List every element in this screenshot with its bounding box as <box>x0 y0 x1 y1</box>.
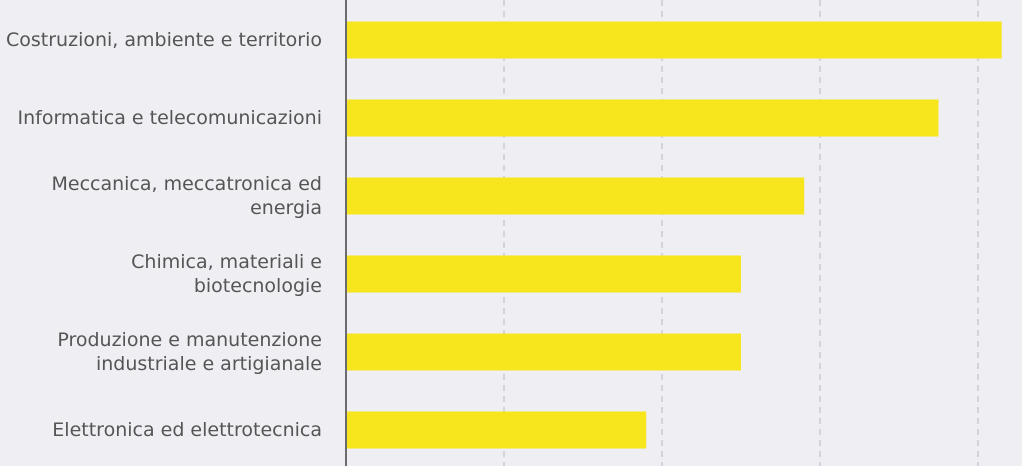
y-tick-label: Costruzioni, ambiente e territorio <box>6 29 322 51</box>
y-tick-label: Elettronica ed elettrotecnica <box>52 419 322 441</box>
bar <box>346 255 741 293</box>
bar <box>346 333 741 371</box>
y-tick-label: Informatica e telecomunicazioni <box>17 107 322 129</box>
y-tick-label: Produzione e manutenzione industriale e … <box>57 329 322 375</box>
bar <box>346 177 805 215</box>
y-tick-label: Chimica, materiali e biotecnologie <box>131 251 322 297</box>
bar <box>346 411 647 449</box>
bar <box>346 21 1002 59</box>
y-tick-label: Meccanica, meccatronica ed energia <box>51 173 322 219</box>
bar <box>346 99 939 137</box>
